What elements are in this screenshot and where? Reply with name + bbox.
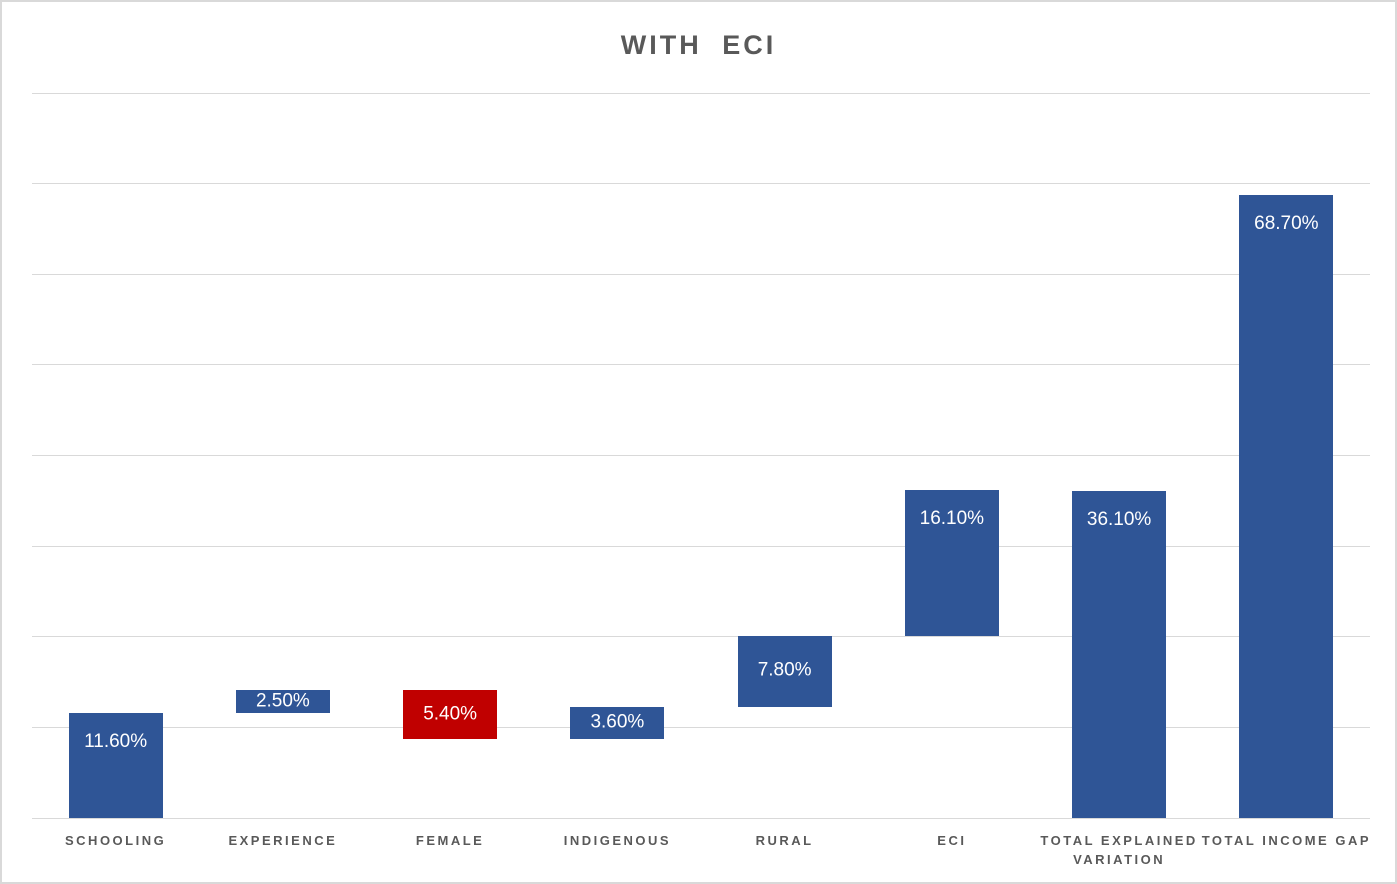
chart-title: WITH ECI bbox=[620, 30, 777, 60]
data-label-total-explained-variation: 36.10% bbox=[1086, 508, 1152, 530]
category-label-indigenous: INDIGENOUS bbox=[563, 833, 672, 848]
category-label-female: FEMALE bbox=[415, 833, 485, 848]
bar-female: 5.40% bbox=[403, 690, 498, 740]
category-label-experience: EXPERIENCE bbox=[228, 833, 338, 848]
category-label-schooling: SCHOOLING bbox=[65, 833, 167, 848]
gridline-80pct bbox=[32, 92, 1370, 94]
bar-total-explained-variation: 36.10% bbox=[1072, 490, 1167, 818]
data-label-eci: 16.10% bbox=[919, 507, 985, 529]
category-label-eci: ECI bbox=[937, 833, 967, 848]
gridline-70pct bbox=[32, 183, 1370, 185]
gridline-60pct bbox=[32, 273, 1370, 275]
bar-experience: 2.50% bbox=[235, 690, 330, 713]
category-label-total-explained-variation: TOTAL EXPLAINED VARIATION bbox=[1040, 833, 1198, 867]
gridline-30pct bbox=[32, 545, 1370, 547]
gridline-0pct bbox=[32, 817, 1370, 819]
category-label-rural: RURAL bbox=[755, 833, 814, 848]
bar-schooling: 11.60% bbox=[68, 712, 163, 818]
bar-total-income-gap: 68.70% bbox=[1239, 195, 1334, 818]
gridline-10pct bbox=[32, 726, 1370, 728]
category-label-total-income-gap: TOTAL INCOME GAP bbox=[1201, 833, 1372, 848]
data-label-experience: 2.50% bbox=[255, 690, 310, 712]
bar-eci: 16.10% bbox=[904, 489, 999, 636]
data-label-rural: 7.80% bbox=[757, 659, 812, 681]
gridline-20pct bbox=[32, 636, 1370, 638]
data-label-total-income-gap: 68.70% bbox=[1254, 213, 1319, 235]
bar-indigenous: 3.60% bbox=[570, 706, 665, 740]
bar-rural: 7.80% bbox=[737, 635, 832, 707]
data-label-schooling: 11.60% bbox=[84, 730, 148, 752]
data-label-female: 5.40% bbox=[423, 703, 478, 725]
gridline-40pct bbox=[32, 455, 1370, 456]
gridline-50pct bbox=[32, 364, 1370, 366]
data-label-indigenous: 3.60% bbox=[590, 711, 645, 733]
